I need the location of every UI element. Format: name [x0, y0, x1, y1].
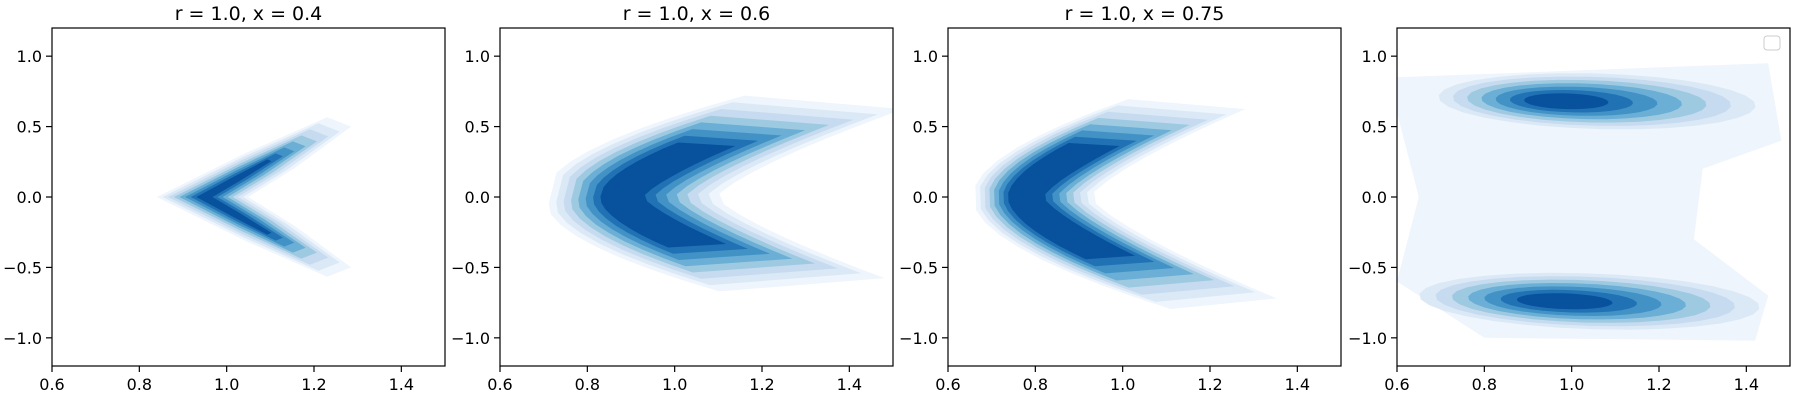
- y-tick-label: 0.5: [17, 118, 42, 137]
- density-contours: [1397, 63, 1782, 341]
- y-tick-label: 0.0: [913, 188, 938, 207]
- y-tick-label: 0.5: [913, 118, 938, 137]
- y-tick-label: −1.0: [1348, 329, 1387, 348]
- axes-frame: [51, 27, 446, 367]
- contour-level-7: [196, 159, 272, 235]
- y-tick-label: −1.0: [451, 329, 490, 348]
- x-tick-label: 1.2: [1197, 375, 1222, 394]
- contour-level-7: [1524, 93, 1609, 110]
- y-tick-label: 0.0: [465, 188, 490, 207]
- y-tick-label: 0.5: [1362, 118, 1387, 137]
- x-tick-label: 0.6: [487, 375, 512, 394]
- y-tick-label: 1.0: [17, 47, 42, 66]
- y-tick-label: 0.0: [1362, 188, 1387, 207]
- x-tick-label: 0.6: [1384, 375, 1409, 394]
- subplot-title: r = 1.0, x = 0.75: [1065, 3, 1225, 25]
- y-tick-label: −0.5: [3, 258, 42, 277]
- x-tick-label: 1.2: [1646, 375, 1671, 394]
- y-tick-label: 0.0: [17, 188, 42, 207]
- x-tick-label: 0.6: [39, 375, 64, 394]
- x-tick-label: 0.8: [1472, 375, 1497, 394]
- y-tick-label: 0.5: [465, 118, 490, 137]
- y-tick-label: 1.0: [465, 47, 490, 66]
- x-tick-label: 1.0: [1110, 375, 1135, 394]
- subplot-2: 0.6 0.8 1.0 1.2 1.4 1.0 0.5 0.0 −0.5 −1.0 r = 1.0,…: [451, 3, 894, 394]
- subplot-title: r = 1.0, x = 0.4: [175, 3, 323, 25]
- contour-level-0: [1397, 63, 1782, 341]
- contour-level-7: [1516, 293, 1613, 310]
- y-tick-label: −0.5: [899, 258, 938, 277]
- density-contours: [975, 99, 1277, 309]
- x-tick-label: 1.0: [214, 375, 239, 394]
- subplot-1: 0.6 0.8 1.0 1.2 1.4 1.0 0.5 0.0 −0.5 −1.0 r = 1.0,…: [3, 3, 446, 394]
- subplot-4: 0.6 0.8 1.0 1.2 1.4 1.0 0.5 0.0 −0.5 −1.0: [1348, 27, 1791, 394]
- x-tick-label: 1.4: [1734, 375, 1759, 394]
- x-tick-label: 1.4: [389, 375, 414, 394]
- legend-box: [1763, 35, 1781, 51]
- x-tick-label: 0.8: [575, 375, 600, 394]
- contour-level-3: [173, 135, 317, 259]
- x-tick-label: 0.8: [127, 375, 152, 394]
- density-contours: [156, 117, 352, 277]
- y-tick-label: −1.0: [899, 329, 938, 348]
- contour-level-7: [1008, 143, 1136, 260]
- x-tick-label: 0.6: [935, 375, 960, 394]
- y-tick-label: −1.0: [3, 329, 42, 348]
- y-tick-label: 1.0: [1362, 47, 1387, 66]
- y-tick-label: −0.5: [1348, 258, 1387, 277]
- x-tick-label: 1.2: [301, 375, 326, 394]
- density-contours: [548, 95, 893, 292]
- x-tick-label: 1.4: [837, 375, 862, 394]
- x-tick-label: 1.0: [1559, 375, 1584, 394]
- y-tick-label: 1.0: [913, 47, 938, 66]
- x-tick-label: 1.0: [662, 375, 687, 394]
- x-tick-label: 0.8: [1023, 375, 1048, 394]
- contour-level-7: [600, 142, 736, 248]
- subplot-3: 0.6 0.8 1.0 1.2 1.4 1.0 0.5 0.0 −0.5 −1.0 r = 1.0,…: [899, 3, 1342, 394]
- contour-level-2: [168, 129, 329, 265]
- x-tick-label: 1.4: [1285, 375, 1310, 394]
- subplot-title: r = 1.0, x = 0.6: [623, 3, 771, 25]
- contour-level-1: [162, 123, 340, 271]
- x-tick-label: 1.2: [749, 375, 774, 394]
- y-tick-label: −0.5: [451, 258, 490, 277]
